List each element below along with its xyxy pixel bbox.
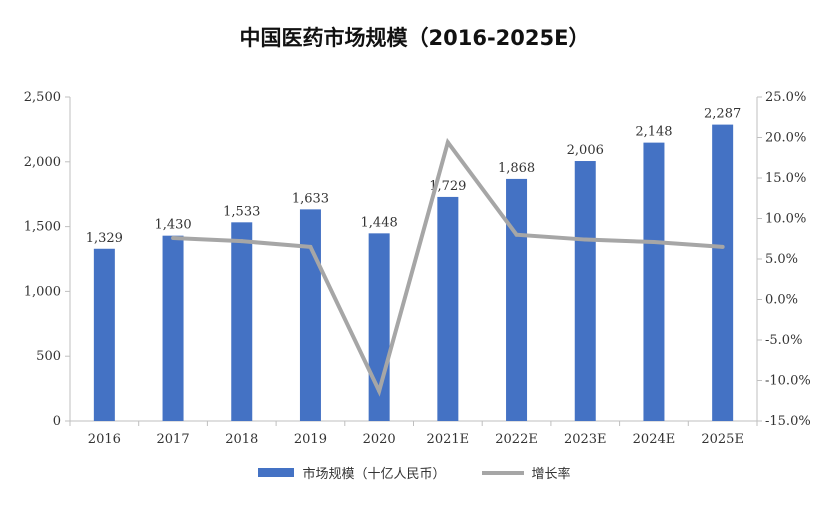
x-tick-label: 2020 — [363, 432, 396, 447]
growth-rate-point — [171, 235, 176, 240]
y-right-tick-label: 25.0% — [765, 90, 806, 105]
x-tick-label: 2017 — [157, 432, 190, 447]
bar — [643, 142, 665, 421]
y-right-tick-label: -15.0% — [765, 414, 811, 429]
bar — [437, 196, 459, 421]
bar-value-label: 2,287 — [704, 107, 741, 122]
y-right-tick-label: 15.0% — [765, 171, 806, 186]
legend-label-line: 增长率 — [531, 467, 571, 482]
y-right-tick-label: -10.0% — [765, 374, 811, 389]
legend-item-line: 增长率 — [481, 463, 571, 482]
bar — [162, 235, 184, 421]
bar-value-label: 1,533 — [223, 204, 260, 219]
growth-rate-point — [377, 389, 382, 394]
growth-rate-point — [239, 239, 244, 244]
growth-rate-point — [514, 232, 519, 237]
bar-value-label: 2,148 — [635, 125, 672, 140]
legend: 市场规模（十亿人民币） 增长率 — [0, 463, 829, 482]
y-left-tick-label: 500 — [36, 349, 61, 364]
y-right-tick-label: 20.0% — [765, 131, 806, 146]
bar-value-label: 2,006 — [567, 143, 604, 158]
bar — [93, 248, 115, 421]
growth-rate-point — [583, 237, 588, 242]
legend-item-bar: 市场规模（十亿人民币） — [258, 463, 446, 482]
legend-label-bar: 市场规模（十亿人民币） — [302, 467, 446, 482]
x-tick-label: 2021E — [427, 432, 470, 447]
y-left-tick-label: 1,000 — [24, 284, 61, 299]
y-left-tick-label: 0 — [53, 414, 61, 429]
growth-rate-point — [651, 239, 656, 244]
legend-swatch-bar — [258, 468, 295, 477]
x-tick-label: 2024E — [633, 432, 676, 447]
x-tick-label: 2023E — [564, 432, 607, 447]
bar-value-label: 1,430 — [154, 218, 191, 233]
x-tick-label: 2019 — [294, 432, 327, 447]
y-right-tick-label: 10.0% — [765, 212, 806, 227]
bar-value-label: 1,448 — [361, 215, 398, 230]
x-tick-label: 2022E — [495, 432, 538, 447]
bar — [299, 209, 321, 421]
x-tick-label: 2016 — [88, 432, 121, 447]
bar — [574, 161, 596, 421]
bar-value-label: 1,633 — [292, 191, 329, 206]
x-tick-label: 2025E — [701, 432, 744, 447]
y-left-tick-label: 2,500 — [24, 90, 61, 105]
y-right-tick-label: 0.0% — [765, 293, 798, 308]
chart-title: 中国医药市场规模（2016-2025E） — [239, 26, 590, 50]
growth-rate-point — [308, 244, 313, 249]
y-left-tick-label: 2,000 — [24, 155, 61, 170]
bar — [712, 124, 734, 421]
x-tick-label: 2018 — [225, 432, 258, 447]
y-right-tick-label: 5.0% — [765, 252, 798, 267]
growth-rate-point — [445, 140, 450, 145]
bar-value-label: 1,868 — [498, 161, 535, 176]
legend-swatch-line — [481, 470, 524, 475]
y-left-tick-label: 1,500 — [24, 220, 61, 235]
growth-rate-point — [720, 244, 725, 249]
bar — [506, 178, 528, 421]
bar — [231, 222, 253, 421]
y-right-tick-label: -5.0% — [765, 333, 802, 348]
bar-value-label: 1,329 — [86, 231, 123, 246]
